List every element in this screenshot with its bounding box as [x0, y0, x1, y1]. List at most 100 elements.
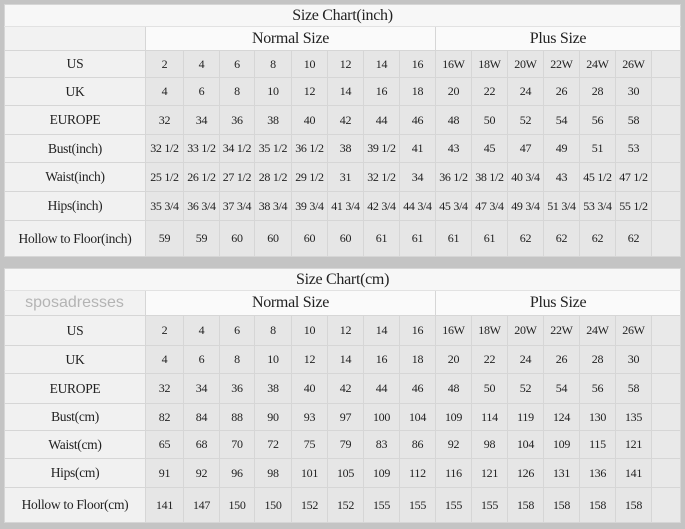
table-cell: 44 [363, 105, 400, 135]
table-cell: 4 [183, 315, 220, 346]
table-cell: 14 [327, 77, 364, 106]
table-cell: 34 [183, 105, 220, 135]
table-row: US 2 4 6 8 10 12 14 16 16W 18W 20W 22W 24W 26W [4, 50, 681, 78]
table-cell: 46 [399, 373, 436, 404]
table-cell: 14 [363, 315, 400, 346]
table-cell: 43 [435, 134, 472, 163]
filler-cell [650, 430, 682, 459]
table-cell: 55 1/2 [615, 191, 652, 221]
table-cell: 25 1/2 [145, 162, 184, 192]
table-cell: 20 [435, 345, 472, 374]
table-cell: 56 [579, 105, 616, 135]
table-cell: 40 [291, 105, 328, 135]
table-cell: 47 3/4 [471, 191, 508, 221]
table-cell: 36 [219, 373, 255, 404]
table-cell: 8 [254, 315, 292, 346]
table-cell: 36 3/4 [183, 191, 220, 221]
table-cell: 30 [615, 345, 652, 374]
row-label: Hips(inch) [4, 191, 146, 221]
table-cell: 6 [183, 345, 220, 374]
table-cell: 61 [435, 220, 472, 257]
table-cell: 34 1/2 [219, 134, 255, 163]
table-cell: 36 1/2 [435, 162, 472, 192]
table-cell: 33 1/2 [183, 134, 220, 163]
chart-title: Size Chart(cm) [3, 268, 682, 291]
table-cell: 72 [254, 430, 292, 459]
table-row: Waist(inch) 25 1/2 26 1/2 27 1/2 28 1/2 29 1/… [4, 162, 681, 192]
table-cell: 152 [291, 487, 328, 523]
table-cell: 36 [219, 105, 255, 135]
table-cell: 59 [183, 220, 220, 257]
table-cell: 60 [291, 220, 328, 257]
table-cell: 41 3/4 [327, 191, 364, 221]
table-cell: 30 [615, 77, 652, 106]
table-cell: 8 [254, 50, 292, 78]
table-cell: 34 [399, 162, 436, 192]
table-cell: 60 [254, 220, 292, 257]
table-cell: 18 [399, 77, 436, 106]
watermark: sposadresses [25, 294, 124, 311]
row-label: Waist(cm) [4, 430, 146, 459]
table-cell: 8 [219, 345, 255, 374]
table-cell: 51 [579, 134, 616, 163]
row-label: UK [4, 345, 146, 374]
table-cell: 16W [435, 315, 472, 346]
table-cell: 62 [615, 220, 652, 257]
table-cell: 38 [254, 373, 292, 404]
row-label: Waist(inch) [4, 162, 146, 192]
row-label: Bust(cm) [4, 403, 146, 431]
group-header-normal: Normal Size [145, 290, 436, 316]
table-cell: 37 3/4 [219, 191, 255, 221]
table-cell: 53 3/4 [579, 191, 616, 221]
table-cell: 10 [254, 345, 292, 374]
filler-cell [651, 191, 681, 221]
table-cell: 10 [291, 50, 328, 78]
table-row: UK 4 6 8 10 12 14 16 18 20 22 24 26 28 30 [4, 77, 681, 106]
table-cell: 41 [399, 134, 436, 163]
table-cell: 40 [291, 373, 328, 404]
table-cell: 116 [435, 458, 472, 488]
table-row: Hollow to Floor(cm) 141 147 150 150 152 152 155… [4, 487, 682, 523]
table-cell: 70 [219, 430, 255, 459]
table-cell: 104 [399, 403, 436, 431]
table-cell: 4 [145, 345, 184, 374]
table-cell: 4 [183, 50, 220, 78]
table-cell: 141 [615, 458, 652, 488]
table-cell: 42 3/4 [363, 191, 400, 221]
table-cell: 100 [363, 403, 400, 431]
table-row: Hips(cm) 91 92 96 98 101 105 109 112 116 121 126 131… [4, 458, 682, 488]
table-cell: 29 1/2 [291, 162, 328, 192]
table-row: Bust(inch) 32 1/2 33 1/2 34 1/2 35 1/2 36 1/2… [4, 134, 681, 163]
table-cell: 50 [471, 373, 508, 404]
header-blank [4, 26, 146, 51]
table-cell: 112 [399, 458, 436, 488]
size-chart-inch: Size Chart(inch) Normal Size Plus Size US 2 4… [4, 4, 681, 257]
table-cell: 91 [145, 458, 184, 488]
table-cell: 16 [363, 345, 400, 374]
table-cell: 52 [507, 105, 544, 135]
table-cell: 14 [363, 50, 400, 78]
filler-cell [651, 50, 681, 78]
table-cell: 46 [399, 105, 436, 135]
table-cell: 12 [291, 77, 328, 106]
table-row: Hips(inch) 35 3/4 36 3/4 37 3/4 38 3/4 39 3/4… [4, 191, 681, 221]
table-cell: 32 1/2 [363, 162, 400, 192]
table-cell: 18W [471, 50, 508, 78]
row-label: Bust(inch) [4, 134, 146, 163]
table-cell: 16 [399, 315, 436, 346]
table-cell: 32 1/2 [145, 134, 184, 163]
table-cell: 98 [471, 430, 508, 459]
table-cell: 43 [543, 162, 580, 192]
table-cell: 10 [254, 77, 292, 106]
filler-cell [651, 134, 681, 163]
table-cell: 28 [579, 345, 616, 374]
table-cell: 105 [327, 458, 364, 488]
table-cell: 150 [254, 487, 292, 523]
table-cell: 24W [579, 50, 616, 78]
table-cell: 49 [543, 134, 580, 163]
table-cell: 141 [145, 487, 184, 523]
group-header-normal: Normal Size [145, 26, 436, 51]
table-cell: 26 [543, 345, 580, 374]
table-row: US 2 4 6 8 10 12 14 16 16W 18W 20W 22W 24W 26W [4, 315, 682, 346]
table-cell: 42 [327, 373, 364, 404]
